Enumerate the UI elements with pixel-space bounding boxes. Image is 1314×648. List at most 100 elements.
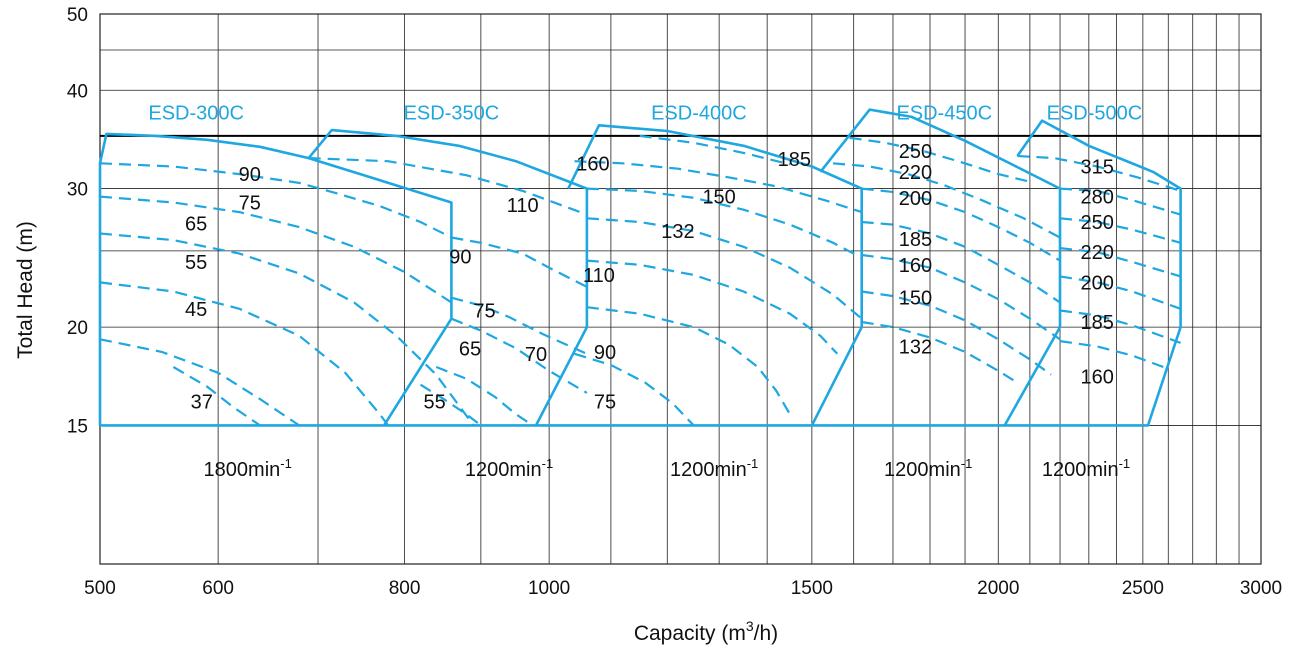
x-tick-label: 500 bbox=[84, 578, 116, 599]
x-axis-label: Capacity (m3/h) bbox=[634, 618, 778, 645]
y-tick-label: 40 bbox=[67, 81, 88, 102]
curve-power-label: 160 bbox=[899, 255, 932, 277]
curve-power-label: 132 bbox=[661, 221, 694, 243]
power-curve bbox=[861, 320, 1018, 384]
curve-power-label: 65 bbox=[459, 338, 481, 360]
model-name-label: ESD-350C bbox=[404, 102, 500, 124]
power-curve bbox=[450, 317, 588, 394]
model-outline bbox=[1004, 119, 1182, 427]
y-axis-label: Total Head (m) bbox=[14, 221, 37, 359]
x-tick-label: 2000 bbox=[977, 578, 1019, 599]
x-axis-label-main: Capacity (m bbox=[634, 622, 746, 645]
x-tick-label: 1000 bbox=[528, 578, 570, 599]
curve-power-label: 110 bbox=[507, 195, 539, 217]
curve-power-label: 90 bbox=[594, 342, 616, 364]
speed-unit-sup: -1 bbox=[280, 456, 292, 471]
curve-power-label: 315 bbox=[1081, 157, 1114, 179]
curve-power-label: 200 bbox=[1081, 272, 1114, 294]
speed-value: 1200min bbox=[670, 459, 747, 481]
power-curve bbox=[574, 352, 695, 427]
curve-power-label: 55 bbox=[423, 391, 445, 413]
power-curve bbox=[419, 383, 482, 427]
x-axis-label-sup: 3 bbox=[746, 618, 754, 634]
speed-unit-sup: -1 bbox=[1119, 456, 1131, 471]
power-curve bbox=[1059, 247, 1181, 278]
power-curve bbox=[586, 259, 839, 355]
speed-unit-sup: -1 bbox=[747, 456, 759, 471]
model-name-label: ESD-500C bbox=[1047, 102, 1143, 124]
x-tick-label: 800 bbox=[389, 578, 421, 599]
curve-power-label: 37 bbox=[191, 391, 213, 413]
curve-power-label: 185 bbox=[1081, 312, 1114, 334]
curve-power-label: 200 bbox=[899, 188, 932, 210]
y-tick-label: 30 bbox=[67, 180, 88, 201]
curve-power-label: 45 bbox=[185, 299, 207, 321]
curve-power-label: 90 bbox=[449, 246, 471, 268]
model-speed-label: 1200min-1 bbox=[884, 456, 972, 481]
curve-power-label: 250 bbox=[1081, 212, 1114, 234]
x-tick-label: 1500 bbox=[791, 578, 833, 599]
y-tick-label: 15 bbox=[67, 416, 88, 437]
speed-value: 1200min bbox=[884, 459, 961, 481]
curve-power-label: 150 bbox=[702, 187, 735, 209]
model-outline bbox=[811, 108, 1062, 427]
curve-power-label: 185 bbox=[899, 229, 932, 251]
power-curve bbox=[435, 365, 534, 427]
model-name-label: ESD-400C bbox=[651, 102, 747, 124]
model-speed-label: 1200min-1 bbox=[1042, 456, 1130, 481]
power-curve bbox=[586, 217, 863, 320]
power-curve bbox=[1059, 217, 1181, 244]
power-curve bbox=[99, 338, 300, 427]
power-curve bbox=[586, 306, 791, 415]
speed-unit-sup: -1 bbox=[542, 456, 554, 471]
grid-layer bbox=[99, 13, 1262, 565]
model-outline bbox=[307, 128, 589, 427]
label-layer: 907565554537ESD-300C1800min-111090757065… bbox=[148, 102, 1142, 481]
model-name-label: ESD-450C bbox=[896, 102, 992, 124]
speed-value: 1800min bbox=[204, 459, 281, 481]
power-curve bbox=[833, 162, 1061, 239]
model-speed-label: 1200min-1 bbox=[465, 456, 553, 481]
power-curve bbox=[308, 157, 588, 216]
speed-value: 1200min bbox=[465, 459, 542, 481]
power-curve bbox=[861, 220, 1061, 304]
x-tick-label: 2500 bbox=[1122, 578, 1164, 599]
model-name-label: ESD-300C bbox=[148, 102, 244, 124]
power-curve bbox=[99, 195, 452, 304]
curve-power-label: 160 bbox=[576, 153, 609, 175]
power-curve bbox=[451, 236, 588, 288]
power-curve bbox=[639, 134, 791, 166]
power-curve bbox=[451, 296, 588, 355]
curve-power-label: 75 bbox=[473, 300, 495, 322]
y-tick-label: 20 bbox=[67, 318, 88, 339]
power-curve bbox=[861, 290, 1052, 376]
power-curve bbox=[99, 281, 389, 427]
model-outline bbox=[536, 124, 864, 427]
curve-power-label: 70 bbox=[525, 344, 547, 366]
curve-power-label: 220 bbox=[899, 162, 932, 184]
x-tick-label: 3000 bbox=[1240, 578, 1282, 599]
y-tick-label: 50 bbox=[67, 5, 88, 26]
curve-power-label: 65 bbox=[185, 213, 207, 235]
curve-power-label: 55 bbox=[185, 252, 207, 274]
model-speed-label: 1200min-1 bbox=[670, 456, 758, 481]
power-curve bbox=[1059, 275, 1181, 310]
model-speed-label: 1800min-1 bbox=[204, 456, 292, 481]
power-curve bbox=[172, 366, 261, 427]
tick-layer: 500 600 800 1000 1500 2000 2500 3000 15 20 30 40 50 bbox=[67, 5, 1282, 599]
power-curve bbox=[574, 160, 863, 214]
curve-power-label: 132 bbox=[899, 336, 932, 358]
power-curve bbox=[99, 162, 452, 239]
x-tick-label: 600 bbox=[202, 578, 234, 599]
power-curve bbox=[1059, 340, 1164, 369]
curve-power-label: 160 bbox=[1081, 367, 1114, 389]
curve-power-label: 220 bbox=[1081, 242, 1114, 264]
curve-power-label: 75 bbox=[239, 193, 261, 215]
power-curve bbox=[1059, 309, 1181, 344]
power-curve bbox=[1017, 154, 1181, 192]
curve-power-label: 110 bbox=[583, 265, 615, 287]
power-curve bbox=[849, 136, 1031, 183]
power-curve bbox=[861, 187, 1061, 262]
curve-power-label: 75 bbox=[594, 391, 616, 413]
